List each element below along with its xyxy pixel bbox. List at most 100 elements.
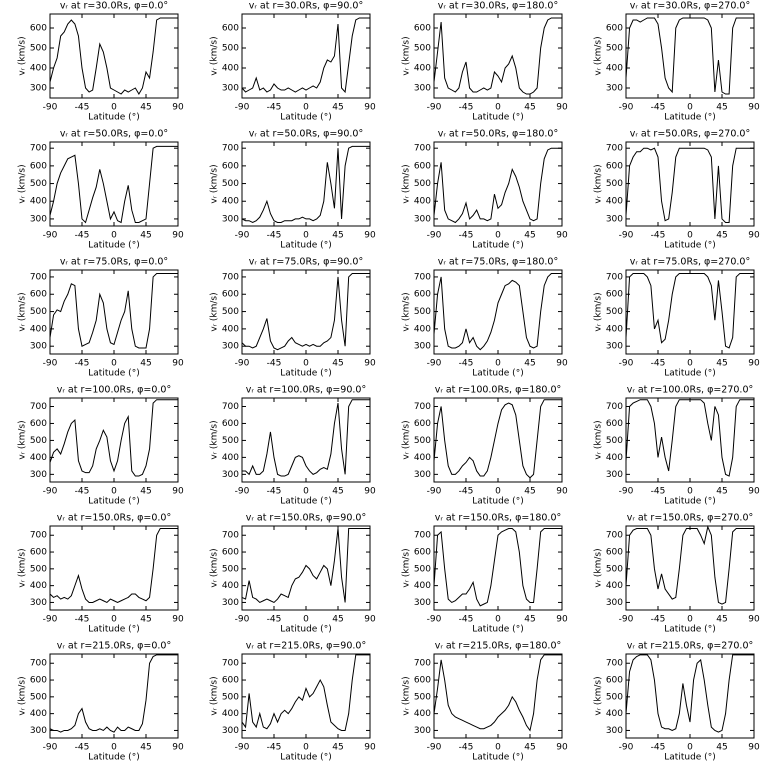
y-axis-label: vᵣ (km/s) [402,292,412,331]
y-tick-label: 400 [30,453,47,463]
y-tick-label: 700 [606,402,623,412]
y-tick-label: 500 [222,307,239,317]
y-tick-label: 600 [30,161,47,171]
x-tick-label: 90 [364,615,376,625]
y-tick-label: 500 [30,307,47,317]
x-tick-label: -45 [267,231,282,241]
y-tick-label: 600 [414,419,431,429]
panel-title: vᵣ at r=100.0Rs, φ=270.0° [627,385,754,396]
x-tick-label: 90 [364,487,376,497]
panel: vᵣ at r=215.0Rs, φ=0.0° -90 -45 0 45 90 300 400… [18,641,184,763]
plot-frame [49,13,179,99]
y-tick-label: 600 [606,24,623,34]
panel-title: vᵣ at r=75.0Rs, φ=90.0° [249,257,363,268]
y-tick-label: 500 [414,307,431,317]
y-tick-label: 500 [606,44,623,54]
x-tick-label: 0 [495,487,501,497]
plot-frame [625,525,755,611]
x-tick-label: -45 [75,615,90,625]
x-tick-label: -90 [427,359,442,369]
x-tick-label: 0 [111,103,117,113]
y-tick-label: 700 [414,144,431,154]
y-tick-label: 300 [414,470,431,480]
plot-frame [49,141,179,227]
plot-frame [241,13,371,99]
y-axis-label: vᵣ (km/s) [210,292,220,331]
y-axis-label: vᵣ (km/s) [18,164,28,203]
data-line [433,528,562,607]
x-tick-label: -90 [427,487,442,497]
plot-frame [625,269,755,355]
x-tick-label: -90 [427,103,442,113]
y-tick-label: 500 [222,692,239,702]
x-tick-label: 0 [687,103,693,113]
plot-frame [49,397,179,483]
y-tick-label: 600 [606,419,623,429]
y-tick-label: 700 [222,144,239,154]
x-tick-label: 90 [172,359,184,369]
panel-title: vᵣ at r=50.0Rs, φ=180.0° [438,129,558,140]
x-tick-label: 90 [172,231,184,241]
y-axis-label: vᵣ (km/s) [594,164,604,203]
data-line [241,272,370,351]
data-line [241,145,370,224]
panel: vᵣ at r=150.0Rs, φ=0.0° -90 -45 0 45 90 300 400… [18,513,184,635]
x-tick-label: -45 [75,359,90,369]
x-tick-label: 45 [524,231,535,241]
y-tick-label: 300 [30,342,47,352]
y-tick-label: 600 [222,290,239,300]
panel-title: vᵣ at r=215.0Rs, φ=180.0° [435,641,562,652]
x-tick-label: 0 [111,743,117,753]
y-tick-label: 400 [414,197,431,207]
x-axis-label: Latitude (°) [472,753,523,763]
plot-frame [433,269,563,355]
y-tick-label: 400 [606,581,623,591]
x-tick-label: 90 [172,487,184,497]
y-tick-label: 400 [222,64,239,74]
y-tick-label: 400 [222,453,239,463]
x-tick-label: 45 [332,103,343,113]
data-line [433,399,562,479]
x-tick-label: 0 [303,231,309,241]
panel-title: vᵣ at r=215.0Rs, φ=90.0° [246,641,366,652]
plot-frame [241,525,371,611]
panel-title: vᵣ at r=215.0Rs, φ=0.0° [57,641,171,652]
x-tick-label: -45 [651,359,666,369]
y-tick-label: 500 [30,692,47,702]
x-tick-label: -45 [75,231,90,241]
y-tick-label: 600 [30,24,47,34]
y-axis-label: vᵣ (km/s) [402,164,412,203]
panel: vᵣ at r=100.0Rs, φ=0.0° -90 -45 0 45 90 300 400… [18,385,184,507]
y-tick-label: 300 [222,84,239,94]
y-tick-label: 600 [222,161,239,171]
y-tick-label: 500 [30,44,47,54]
x-tick-label: 0 [303,743,309,753]
x-tick-label: 90 [172,743,184,753]
panel: vᵣ at r=75.0Rs, φ=270.0° -90 -45 0 45 90 300 40… [594,257,760,379]
y-axis-label: vᵣ (km/s) [210,164,220,203]
x-axis-label: Latitude (°) [472,625,523,635]
y-tick-label: 700 [222,402,239,412]
y-tick-label: 700 [414,659,431,669]
x-tick-label: -90 [43,103,58,113]
x-tick-label: -45 [651,231,666,241]
x-tick-label: 45 [524,743,535,753]
x-tick-label: 90 [748,743,760,753]
y-tick-label: 400 [30,581,47,591]
x-tick-label: -45 [267,103,282,113]
x-tick-label: 90 [364,103,376,113]
y-tick-label: 600 [606,676,623,686]
panel-title: vᵣ at r=30.0Rs, φ=180.0° [438,1,558,12]
panel-title: vᵣ at r=50.0Rs, φ=90.0° [249,129,363,140]
data-line [433,654,562,732]
x-tick-label: -90 [235,743,250,753]
y-tick-label: 300 [414,214,431,224]
x-tick-label: 45 [140,487,151,497]
plot-frame [433,141,563,227]
plot-frame [625,397,755,483]
y-tick-label: 300 [222,342,239,352]
x-axis-label: Latitude (°) [88,241,139,251]
x-tick-label: -90 [619,231,634,241]
y-tick-label: 500 [222,436,239,446]
x-tick-label: 45 [716,615,727,625]
